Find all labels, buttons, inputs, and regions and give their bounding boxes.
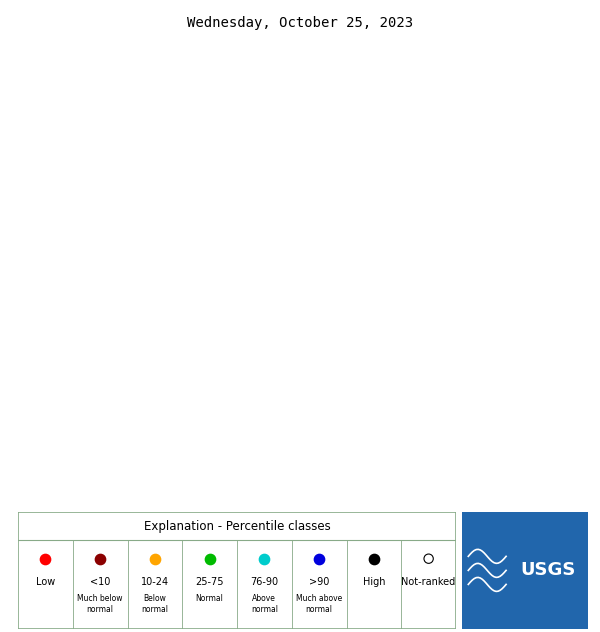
Point bbox=[424, 554, 433, 564]
Text: Above
normal: Above normal bbox=[251, 594, 278, 614]
Text: Much below
normal: Much below normal bbox=[77, 594, 123, 614]
Text: Not-ranked: Not-ranked bbox=[401, 578, 456, 587]
Text: USGS: USGS bbox=[520, 561, 575, 580]
Point bbox=[260, 554, 269, 564]
Point bbox=[205, 554, 214, 564]
Text: High: High bbox=[362, 578, 385, 587]
Text: 25-75: 25-75 bbox=[196, 578, 224, 587]
Text: 76-90: 76-90 bbox=[250, 578, 278, 587]
Point bbox=[41, 554, 50, 564]
Text: Normal: Normal bbox=[196, 594, 224, 603]
Point bbox=[150, 554, 160, 564]
Text: 10-24: 10-24 bbox=[141, 578, 169, 587]
Point bbox=[95, 554, 105, 564]
Text: <10: <10 bbox=[90, 578, 110, 587]
Text: Explanation - Percentile classes: Explanation - Percentile classes bbox=[143, 520, 331, 533]
Text: Wednesday, October 25, 2023: Wednesday, October 25, 2023 bbox=[187, 16, 413, 30]
Point bbox=[369, 554, 379, 564]
Point bbox=[314, 554, 324, 564]
FancyBboxPatch shape bbox=[462, 512, 588, 629]
Text: Much above
normal: Much above normal bbox=[296, 594, 342, 614]
Text: >90: >90 bbox=[309, 578, 329, 587]
Text: Low: Low bbox=[36, 578, 55, 587]
Text: Below
normal: Below normal bbox=[142, 594, 169, 614]
